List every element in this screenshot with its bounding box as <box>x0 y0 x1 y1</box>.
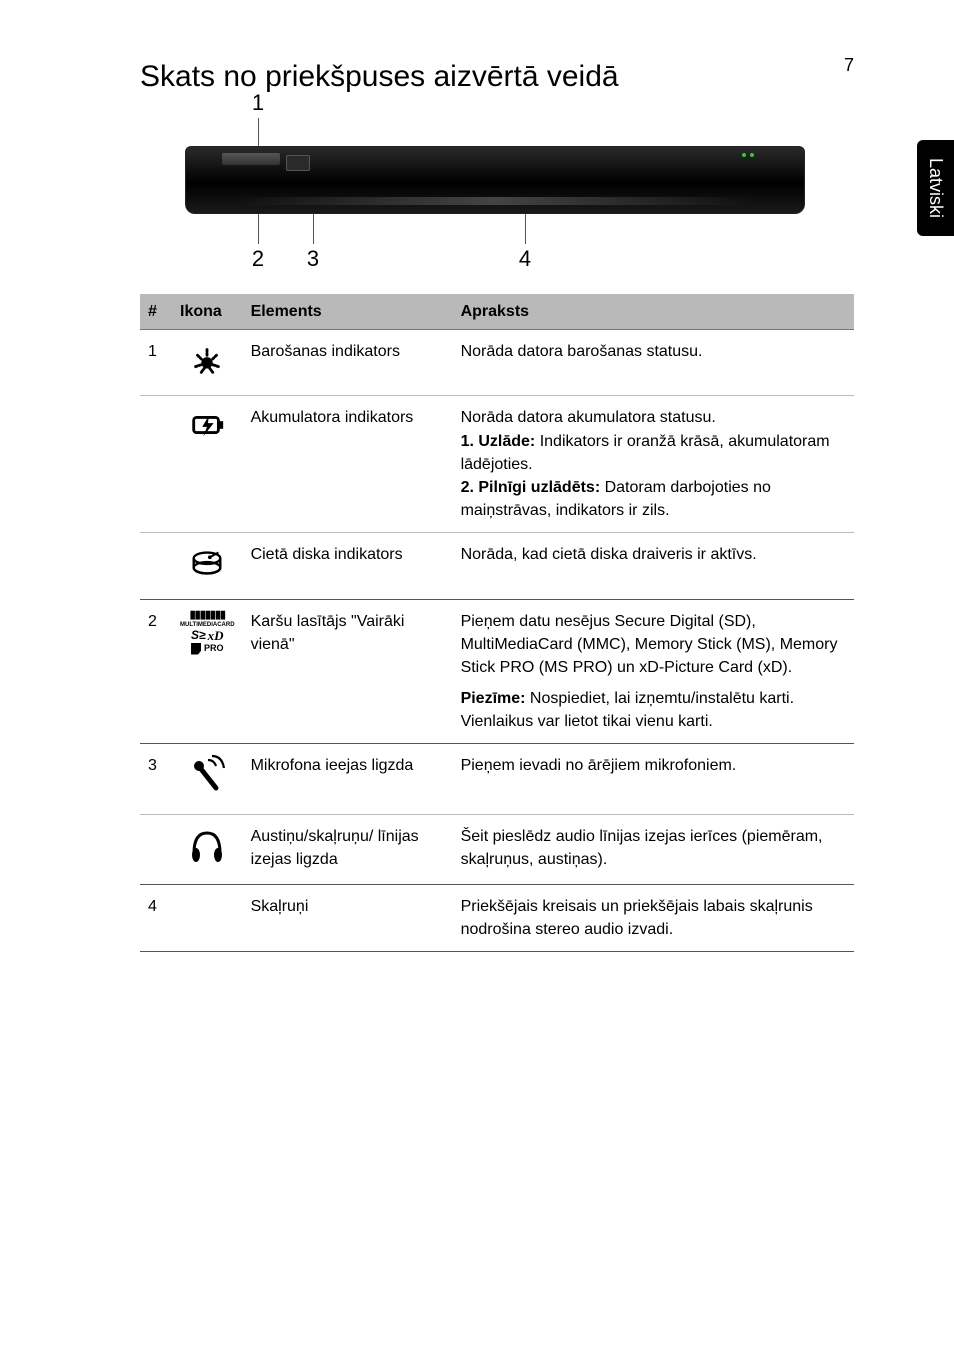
row-element: Austiņu/skaļruņu/ līnijas izejas ligzda <box>243 814 453 884</box>
laptop-closed-front-image <box>185 146 805 214</box>
row-icon-cell <box>172 744 243 814</box>
headphone-icon <box>186 825 228 867</box>
header-icon: Ikona <box>172 294 243 330</box>
row-description: Norāda datora barošanas statusu. <box>453 330 854 396</box>
row-number <box>140 533 172 599</box>
row-element: Mikrofona ieejas ligzda <box>243 744 453 814</box>
microphone-icon <box>186 754 228 796</box>
table-row: 2▮▮▮▮▮▮▮MULTIMEDIACARDS≥xDPROKaršu lasīt… <box>140 599 854 744</box>
table-row: 3 Mikrofona ieejas ligzdaPieņem ievadi no… <box>140 744 854 814</box>
row-icon-cell <box>172 814 243 884</box>
language-side-tab: Latviski <box>917 140 954 236</box>
row-element: Barošanas indikators <box>243 330 453 396</box>
header-num: # <box>140 294 172 330</box>
row-description: Norāda, kad cietā diska draiveris ir akt… <box>453 533 854 599</box>
diagram-callout: 1 <box>248 90 268 146</box>
row-number: 2 <box>140 599 172 744</box>
power-indicator-icon <box>188 340 226 378</box>
table-row: 4 SkaļruņiPriekšējais kreisais un priekšē… <box>140 884 854 951</box>
row-number <box>140 396 172 533</box>
row-description: Norāda datora akumulatora statusu.1. Uzl… <box>453 396 854 533</box>
table-row: Cietā diska indikatorsNorāda, kad cietā … <box>140 533 854 599</box>
table-header-row: # Ikona Elements Apraksts <box>140 294 854 330</box>
row-number: 4 <box>140 884 172 951</box>
front-view-diagram: 1 234 <box>185 106 805 269</box>
row-description: Pieņem datu nesējus Secure Digital (SD),… <box>453 599 854 744</box>
hdd-indicator-icon <box>188 543 226 581</box>
row-element: Cietā diska indikators <box>243 533 453 599</box>
row-number <box>140 814 172 884</box>
diagram-callout: 2 <box>248 214 268 272</box>
row-icon-cell: ▮▮▮▮▮▮▮MULTIMEDIACARDS≥xDPRO <box>172 599 243 744</box>
row-icon-cell <box>172 884 243 951</box>
diagram-callout: 3 <box>303 214 323 272</box>
card-reader-icon: ▮▮▮▮▮▮▮MULTIMEDIACARDS≥xDPRO <box>180 610 235 655</box>
spec-table: # Ikona Elements Apraksts 1 Barošanas ind… <box>140 294 854 952</box>
page-number: 7 <box>844 55 854 76</box>
header-desc: Apraksts <box>453 294 854 330</box>
row-element: Akumulatora indikators <box>243 396 453 533</box>
header-element: Elements <box>243 294 453 330</box>
battery-indicator-icon <box>188 406 226 444</box>
row-number: 3 <box>140 744 172 814</box>
page-title: Skats no priekšpuses aizvērtā veidā <box>140 60 854 94</box>
row-element: Skaļruņi <box>243 884 453 951</box>
row-number: 1 <box>140 330 172 396</box>
table-row: Akumulatora indikatorsNorāda datora akum… <box>140 396 854 533</box>
table-row: 1 Barošanas indikatorsNorāda datora baroš… <box>140 330 854 396</box>
row-element: Karšu lasītājs "Vairāki vienā" <box>243 599 453 744</box>
row-description: Priekšējais kreisais un priekšējais laba… <box>453 884 854 951</box>
diagram-callout: 4 <box>515 214 535 272</box>
row-icon-cell <box>172 533 243 599</box>
row-description: Pieņem ievadi no ārējiem mikrofoniem. <box>453 744 854 814</box>
row-description: Šeit pieslēdz audio līnijas izejas ierīc… <box>453 814 854 884</box>
row-icon-cell <box>172 396 243 533</box>
row-icon-cell <box>172 330 243 396</box>
table-row: Austiņu/skaļruņu/ līnijas izejas ligzdaŠ… <box>140 814 854 884</box>
